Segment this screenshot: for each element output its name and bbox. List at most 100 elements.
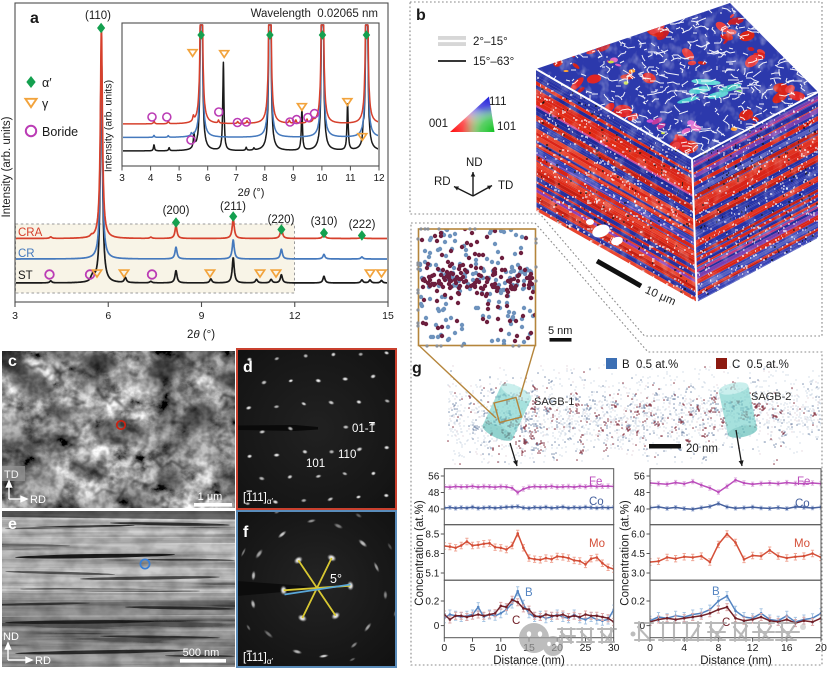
- svg-text:001: 001: [429, 118, 448, 130]
- svg-text:25: 25: [580, 642, 592, 654]
- svg-text:ND: ND: [466, 157, 483, 169]
- svg-text:110: 110: [338, 449, 356, 461]
- svg-text:(222): (222): [349, 219, 376, 231]
- svg-text:12: 12: [747, 642, 759, 654]
- svg-text:(211): (211): [220, 201, 246, 213]
- svg-text:Fe: Fe: [589, 476, 602, 488]
- svg-text:RD: RD: [35, 655, 51, 667]
- svg-text:4: 4: [681, 642, 687, 654]
- svg-text:8: 8: [715, 642, 721, 654]
- svg-text:Mo: Mo: [589, 538, 605, 550]
- svg-text:5.1: 5.1: [425, 569, 439, 580]
- svg-text:0.2: 0.2: [425, 597, 439, 608]
- svg-text:CRA: CRA: [18, 227, 43, 239]
- svg-text:15: 15: [382, 310, 394, 322]
- svg-text:30: 30: [608, 642, 620, 654]
- svg-text:8: 8: [262, 173, 268, 184]
- svg-text:10: 10: [495, 642, 507, 654]
- svg-text:20 nm: 20 nm: [686, 443, 718, 455]
- svg-text:CR: CR: [18, 248, 35, 260]
- svg-text:9: 9: [291, 173, 297, 184]
- svg-text:4: 4: [148, 173, 154, 184]
- svg-text:5 nm: 5 nm: [548, 325, 572, 337]
- svg-text:Boride: Boride: [42, 125, 78, 139]
- svg-text:B: B: [525, 587, 533, 599]
- svg-text:11: 11: [345, 173, 356, 184]
- svg-text:Intensity (arb. units): Intensity (arb. units): [103, 80, 115, 172]
- svg-text:a: a: [30, 10, 39, 27]
- svg-text:48: 48: [428, 488, 440, 499]
- svg-text:10: 10: [316, 173, 328, 184]
- svg-text:0.2: 0.2: [631, 597, 645, 608]
- svg-text:1 μm: 1 μm: [198, 491, 223, 503]
- svg-text:(310): (310): [311, 216, 338, 228]
- svg-text:48: 48: [634, 488, 646, 499]
- svg-text:g: g: [412, 360, 422, 377]
- svg-text:RD: RD: [434, 176, 451, 188]
- svg-text:Intensity (arb. units): Intensity (arb. units): [1, 116, 13, 217]
- svg-text:12: 12: [289, 310, 301, 322]
- svg-text:RD: RD: [30, 494, 46, 506]
- svg-text:α′: α′: [42, 76, 52, 90]
- svg-text:c: c: [8, 353, 17, 370]
- svg-text:9: 9: [199, 310, 205, 322]
- svg-text:C 0.5 at.%: C 0.5 at.%: [732, 359, 789, 371]
- svg-text:Mo: Mo: [794, 538, 810, 550]
- svg-text:12: 12: [373, 173, 385, 184]
- svg-text:3: 3: [119, 173, 125, 184]
- svg-text:3.0: 3.0: [631, 569, 645, 580]
- svg-text:6.8: 6.8: [425, 549, 439, 560]
- svg-text:8.5: 8.5: [425, 530, 439, 541]
- svg-text:5: 5: [470, 642, 476, 654]
- svg-text:0: 0: [647, 642, 653, 654]
- svg-text:40: 40: [428, 505, 440, 516]
- svg-text:56: 56: [634, 472, 646, 483]
- svg-text:f: f: [243, 524, 249, 541]
- svg-text:01-1: 01-1: [352, 423, 375, 435]
- svg-text:TD: TD: [498, 180, 513, 192]
- svg-text:16: 16: [781, 642, 793, 654]
- svg-text:d: d: [243, 359, 253, 376]
- svg-text:ND: ND: [3, 631, 19, 643]
- svg-text:Co: Co: [589, 496, 604, 508]
- svg-text:Co: Co: [795, 498, 810, 510]
- svg-text:Concentration (at.%): Concentration (at.%): [620, 500, 632, 606]
- svg-text:SAGB-1: SAGB-1: [534, 396, 574, 408]
- svg-text:ST: ST: [18, 270, 33, 282]
- svg-text:40: 40: [634, 505, 646, 516]
- svg-text:(200): (200): [163, 205, 190, 217]
- svg-text:5: 5: [176, 173, 182, 184]
- svg-text:(220): (220): [268, 214, 295, 226]
- svg-text:7: 7: [233, 173, 239, 184]
- svg-text:500 nm: 500 nm: [183, 647, 220, 659]
- svg-text:56: 56: [428, 472, 440, 483]
- svg-text:Concentration (at.%): Concentration (at.%): [414, 500, 426, 606]
- svg-text:4.5: 4.5: [631, 549, 645, 560]
- svg-text:2θ (°): 2θ (°): [238, 187, 265, 199]
- svg-text:111: 111: [489, 96, 506, 108]
- svg-text:Distance (nm): Distance (nm): [493, 655, 565, 667]
- svg-text:b: b: [416, 7, 426, 24]
- svg-text:6: 6: [205, 173, 211, 184]
- svg-text:TD: TD: [4, 469, 19, 481]
- svg-text:2°–15°: 2°–15°: [473, 36, 508, 48]
- svg-text:6: 6: [105, 310, 111, 322]
- svg-text:0: 0: [434, 621, 440, 632]
- svg-text:e: e: [8, 516, 17, 533]
- svg-text:2θ (°): 2θ (°): [187, 329, 215, 341]
- svg-text:(110): (110): [85, 10, 111, 22]
- svg-text:101: 101: [306, 458, 325, 470]
- svg-text:5°: 5°: [330, 572, 342, 586]
- svg-text:20: 20: [815, 642, 827, 654]
- svg-text:Fe: Fe: [797, 476, 810, 488]
- svg-text:101: 101: [497, 121, 516, 133]
- svg-text:Distance (nm): Distance (nm): [700, 655, 772, 667]
- svg-text:0: 0: [441, 642, 447, 654]
- svg-text:6.0: 6.0: [631, 530, 645, 541]
- svg-text:B: B: [712, 586, 720, 598]
- svg-text:B 0.5 at.%: B 0.5 at.%: [622, 359, 678, 371]
- svg-text:15°–63°: 15°–63°: [473, 56, 514, 68]
- svg-text:3: 3: [12, 310, 18, 322]
- svg-text:γ: γ: [42, 97, 49, 111]
- svg-text:SAGB-2: SAGB-2: [751, 391, 791, 403]
